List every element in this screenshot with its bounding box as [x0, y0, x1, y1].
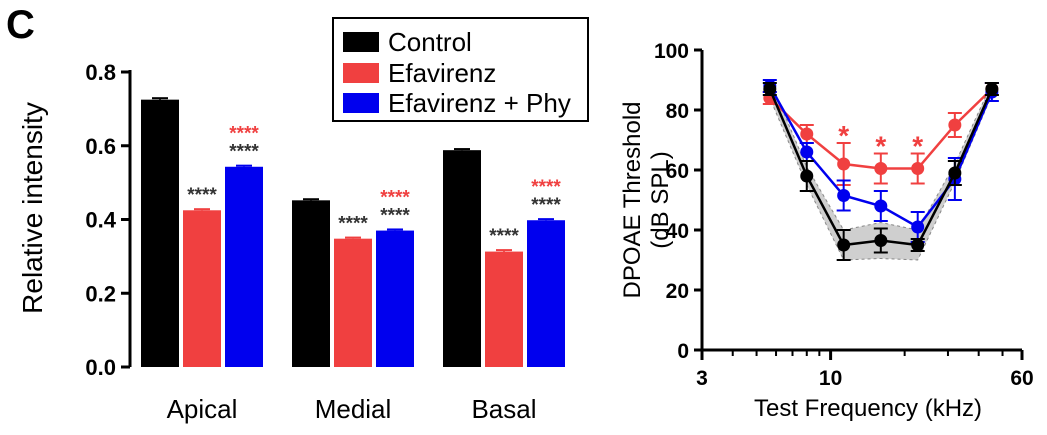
- bar-basal-2: [527, 220, 565, 367]
- bar-marks: [141, 97, 565, 367]
- data-point: [985, 82, 999, 96]
- bar-x-tick-label: Apical: [167, 394, 238, 424]
- line-x-tick-label: 10: [819, 367, 842, 390]
- line-y-axis-title-line1: DPOAE Threshold: [619, 102, 646, 299]
- bar-y-tick-label: 0.4: [85, 208, 116, 233]
- bar-y-axis: 0.0 0.2 0.4 0.6 0.8: [85, 60, 132, 380]
- data-point: [874, 199, 888, 213]
- line-y-tick-label: 0: [677, 340, 689, 363]
- data-point: [837, 238, 851, 252]
- bar-x-tick-label: Medial: [315, 394, 392, 424]
- bar-y-tick-label: 0.0: [85, 355, 116, 380]
- bar-medial-1: [334, 238, 372, 367]
- line-series: [762, 79, 999, 261]
- bar-x-tick-label: Basal: [471, 394, 536, 424]
- line-y-tick-label: 60: [666, 160, 689, 183]
- data-point: [911, 220, 925, 234]
- bar-significance-stars: ****: [531, 195, 561, 216]
- legend-label-efavirenz-phy: Efavirenz + Phy: [388, 88, 571, 118]
- data-point: [800, 127, 814, 141]
- data-point: [837, 189, 851, 202]
- data-point: [837, 157, 851, 171]
- data-point: [874, 162, 888, 175]
- bar-significance-stars: ****: [380, 205, 410, 226]
- bar-medial-2: [376, 230, 414, 367]
- bar-significance-stars: ****: [187, 185, 217, 206]
- bar-apical-2: [225, 166, 263, 367]
- line-y-axis-title-line2: (dB SPL): [647, 151, 674, 248]
- line-chart: 0 20 40 60 80 100 3 10 60 * * * DPOAE Threshold (d…: [619, 40, 1034, 422]
- bar-significance-stars: ****: [489, 226, 519, 247]
- line-significance-annotations: * * *: [838, 120, 923, 162]
- bar-x-axis: Apical Medial Basal: [167, 394, 537, 424]
- data-point: [874, 234, 888, 247]
- data-point: [800, 145, 814, 159]
- bar-medial-0: [292, 200, 330, 367]
- legend-label-control: Control: [388, 27, 472, 57]
- data-point: [948, 118, 962, 132]
- data-point: [911, 238, 925, 252]
- control-shaded-band: [769, 79, 993, 261]
- legend-label-efavirenz: Efavirenz: [388, 58, 496, 88]
- data-point: [800, 169, 814, 183]
- bar-basal-0: [443, 150, 481, 367]
- line-y-tick-label: 80: [666, 100, 689, 123]
- line-significance-star: *: [875, 131, 886, 162]
- bar-y-axis-title: Relative intensity: [17, 102, 48, 314]
- line-y-tick-label: 40: [666, 220, 689, 243]
- line-x-tick-label: 60: [1010, 367, 1033, 390]
- bar-y-tick-label: 0.2: [85, 281, 116, 306]
- data-point: [948, 166, 962, 180]
- bar-basal-1: [485, 251, 523, 367]
- line-x-tick-label: 3: [696, 367, 708, 390]
- bar-apical-0: [141, 99, 179, 367]
- bar-significance-stars: ****: [229, 124, 259, 145]
- line-axes: 0 20 40 60 80 100 3 10 60: [654, 40, 1034, 390]
- bar-significance-annotations: ************************************: [187, 124, 561, 247]
- data-point: [911, 162, 925, 175]
- panel-label: C: [6, 3, 35, 47]
- line-significance-star: *: [838, 120, 849, 151]
- bar-apical-1: [183, 210, 221, 367]
- bar-y-tick-label: 0.8: [85, 60, 116, 85]
- line-x-axis-title: Test Frequency (kHz): [754, 395, 982, 422]
- bar-significance-stars: ****: [229, 142, 259, 163]
- bar-y-tick-label: 0.6: [85, 134, 116, 159]
- line-y-tick-label: 20: [666, 280, 689, 303]
- legend-swatch-efavirenz-phy: [343, 93, 379, 113]
- line-significance-star: *: [912, 131, 923, 162]
- bar-chart: 0.00.20.40.60.8 ************************…: [17, 60, 565, 424]
- data-point: [763, 82, 777, 96]
- bar-significance-stars: ****: [338, 214, 368, 235]
- bar-significance-stars: ****: [380, 187, 410, 208]
- bar-significance-stars: ****: [531, 177, 561, 198]
- line-y-tick-label: 100: [654, 40, 689, 63]
- legend-swatch-control: [343, 32, 379, 52]
- control-sd-band: [769, 79, 993, 261]
- legend: Control Efavirenz Efavirenz + Phy: [332, 17, 589, 122]
- legend-swatch-efavirenz: [343, 63, 379, 83]
